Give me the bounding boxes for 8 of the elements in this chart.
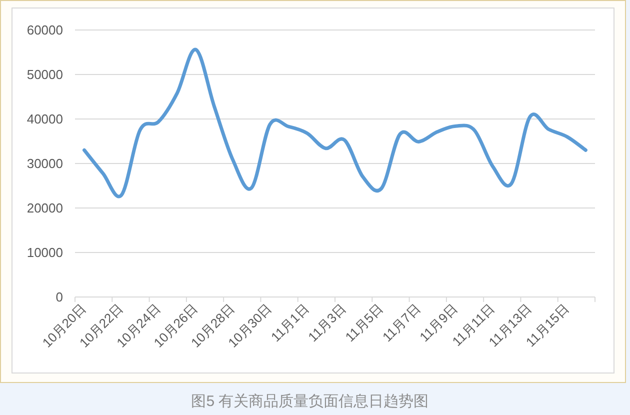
- y-tick-label: 30000: [26, 156, 63, 171]
- y-tick-label: 10000: [26, 245, 63, 260]
- y-tick-label: 0: [56, 290, 63, 304]
- text: 图5 有关商品质量负面信息日趋势图: [191, 393, 429, 410]
- y-tick-label: 20000: [26, 200, 63, 216]
- y-tick-label: 40000: [26, 112, 63, 126]
- y-tick-label: 50000: [26, 67, 63, 82]
- y-tick-label: 60000: [26, 22, 63, 38]
